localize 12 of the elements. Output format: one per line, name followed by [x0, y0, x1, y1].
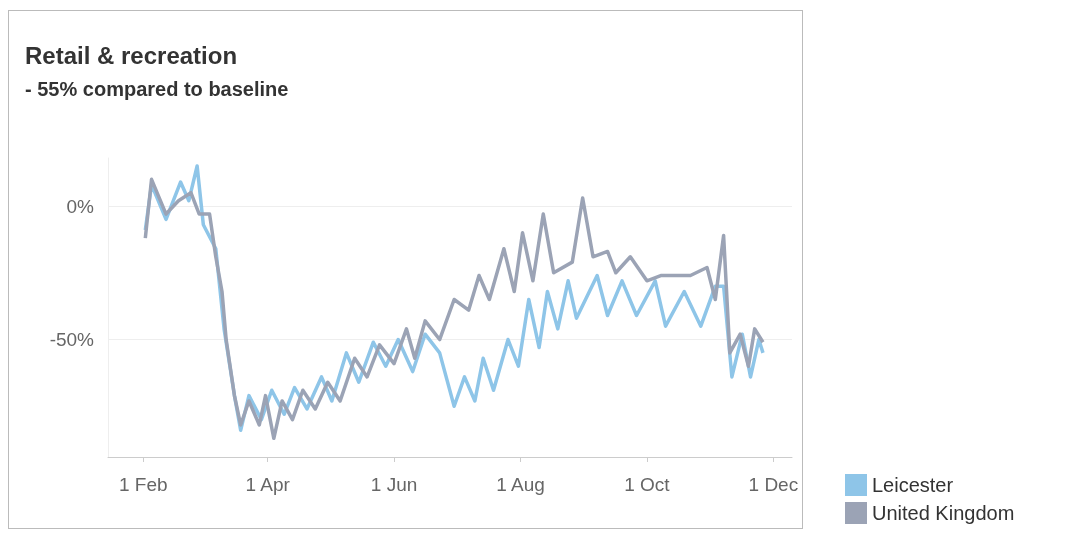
- x-tick-label: 1 Apr: [245, 474, 291, 495]
- x-tick-label: 1 Jun: [370, 474, 418, 495]
- legend-label: United Kingdom: [872, 502, 1015, 524]
- y-tick-label: 0%: [66, 195, 95, 217]
- x-tick-label: 1 Dec: [748, 474, 799, 495]
- x-tick-label: 1 Aug: [496, 474, 545, 495]
- x-tick-label: 1 Feb: [118, 474, 168, 495]
- legend-label: Leicester: [872, 474, 954, 496]
- chart-subtitle: - 55% compared to baseline: [25, 78, 289, 100]
- chart-title: Retail & recreation: [25, 41, 238, 69]
- y-tick-label: -50%: [49, 329, 95, 351]
- x-tick-label: 1 Oct: [624, 474, 671, 495]
